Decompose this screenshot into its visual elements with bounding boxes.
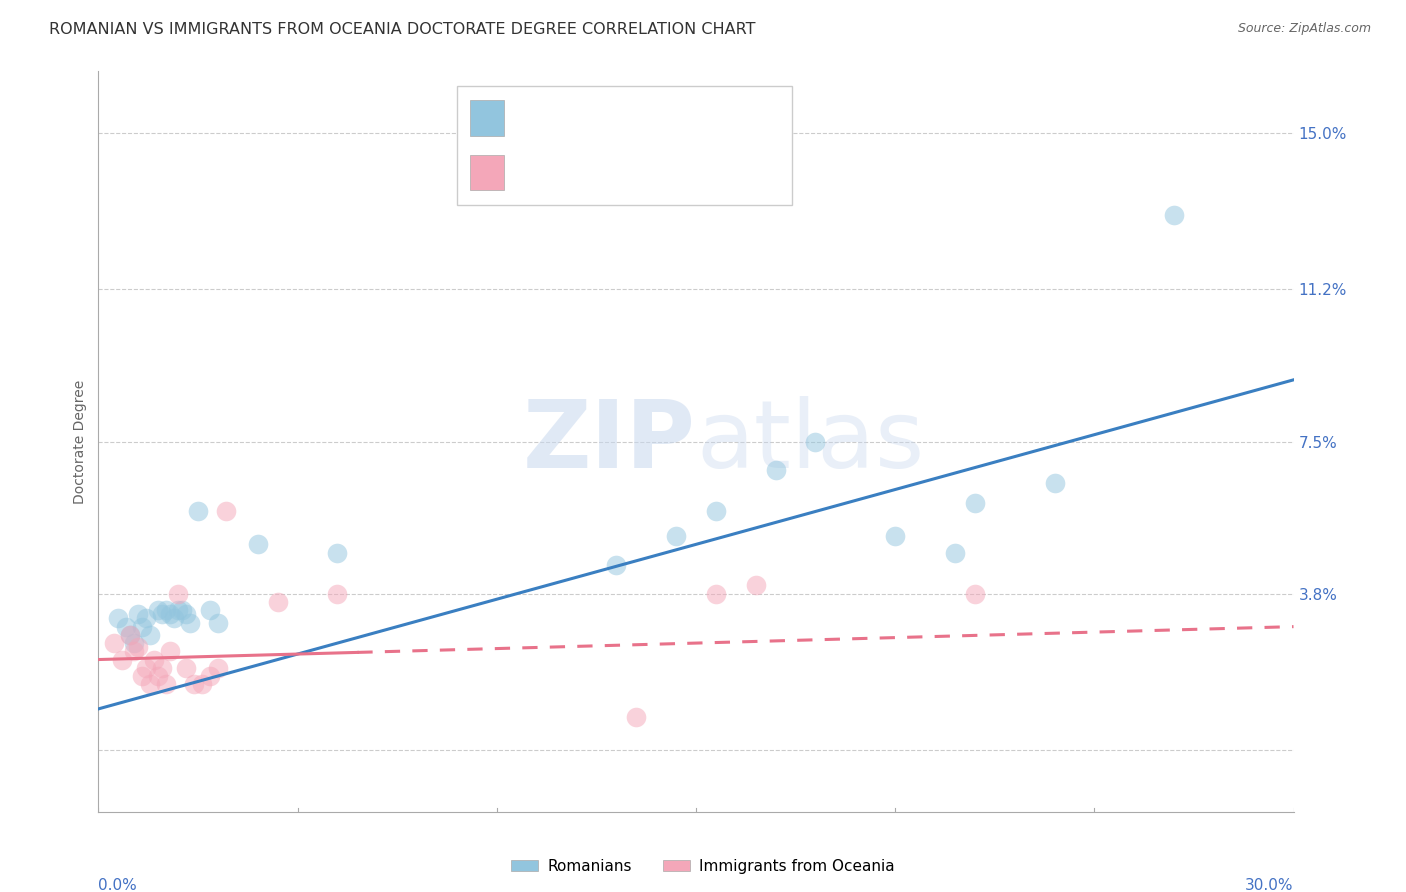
Point xyxy=(326,546,349,560)
Point xyxy=(150,607,173,622)
Point xyxy=(103,636,125,650)
Point xyxy=(1163,208,1185,222)
Point xyxy=(150,661,173,675)
Point xyxy=(704,587,727,601)
Point xyxy=(207,615,229,630)
Point xyxy=(135,611,157,625)
Point xyxy=(167,587,190,601)
Text: ZIP: ZIP xyxy=(523,395,696,488)
Point xyxy=(704,504,727,518)
Point xyxy=(187,504,209,518)
Point xyxy=(765,463,787,477)
Point xyxy=(148,603,170,617)
Point xyxy=(131,669,153,683)
Point xyxy=(124,636,146,650)
Text: 0.0%: 0.0% xyxy=(98,878,138,892)
Point xyxy=(963,496,986,510)
Point xyxy=(135,661,157,675)
Text: atlas: atlas xyxy=(696,395,924,488)
Point xyxy=(131,620,153,634)
Point xyxy=(326,587,349,601)
Text: 30.0%: 30.0% xyxy=(1246,878,1294,892)
Point xyxy=(215,504,238,518)
Point xyxy=(174,661,197,675)
Point xyxy=(139,628,162,642)
Point xyxy=(943,546,966,560)
Point xyxy=(198,603,221,617)
Point xyxy=(159,607,181,622)
Point xyxy=(155,603,177,617)
Point xyxy=(267,595,290,609)
Point xyxy=(745,578,768,592)
Point xyxy=(115,620,138,634)
Point xyxy=(111,652,134,666)
Point xyxy=(143,652,166,666)
Point xyxy=(1043,475,1066,490)
Point xyxy=(183,677,205,691)
Text: Source: ZipAtlas.com: Source: ZipAtlas.com xyxy=(1237,22,1371,36)
Point xyxy=(167,603,190,617)
Point xyxy=(191,677,214,691)
Point xyxy=(163,611,186,625)
Point xyxy=(605,558,627,572)
Point xyxy=(626,710,648,724)
Point xyxy=(148,669,170,683)
Point xyxy=(127,607,149,622)
Point xyxy=(120,628,142,642)
Point xyxy=(107,611,129,625)
Point xyxy=(884,529,907,543)
Point xyxy=(172,603,194,617)
Point xyxy=(246,537,269,551)
Point xyxy=(127,640,149,655)
Point xyxy=(804,434,827,449)
Point xyxy=(963,587,986,601)
Y-axis label: Doctorate Degree: Doctorate Degree xyxy=(73,379,87,504)
Legend: Romanians, Immigrants from Oceania: Romanians, Immigrants from Oceania xyxy=(505,853,901,880)
Point xyxy=(139,677,162,691)
Point xyxy=(207,661,229,675)
Point xyxy=(179,615,201,630)
Point xyxy=(198,669,221,683)
Point xyxy=(124,644,146,658)
Text: ROMANIAN VS IMMIGRANTS FROM OCEANIA DOCTORATE DEGREE CORRELATION CHART: ROMANIAN VS IMMIGRANTS FROM OCEANIA DOCT… xyxy=(49,22,755,37)
Point xyxy=(120,628,142,642)
Point xyxy=(174,607,197,622)
Point xyxy=(159,644,181,658)
Point xyxy=(665,529,688,543)
Point xyxy=(155,677,177,691)
